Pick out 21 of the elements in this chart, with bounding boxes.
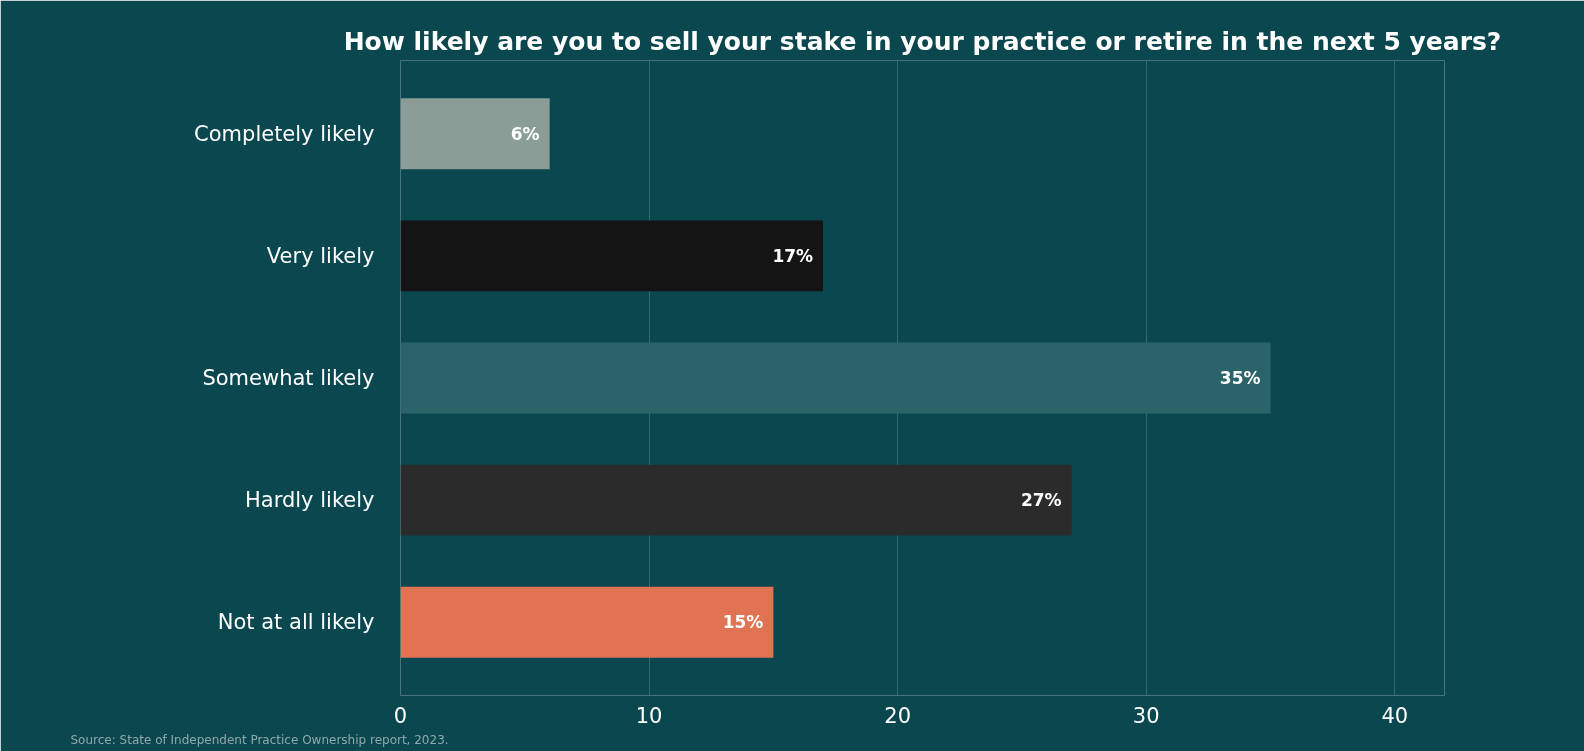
x-tick-label: 30 xyxy=(1132,703,1160,728)
data-label: 17% xyxy=(772,245,814,266)
bar xyxy=(400,464,1072,536)
chart-title: How likely are you to sell your stake in your practice or retire in the next 5 years? xyxy=(343,26,1502,56)
data-label: 35% xyxy=(1219,368,1261,388)
x-tick-label: 20 xyxy=(884,703,912,728)
y-tick-label: Very likely xyxy=(266,243,375,268)
bar xyxy=(400,586,774,658)
x-tick-label: 40 xyxy=(1381,703,1409,728)
y-tick-label: Somewhat likely xyxy=(202,366,375,390)
data-label: 6% xyxy=(510,123,540,144)
source-note: Source: State of Independent Practice Ownership report, 2023. xyxy=(70,732,449,747)
y-tick-label: Completely likely xyxy=(194,121,375,146)
y-tick-label: Not at all likely xyxy=(217,610,375,635)
data-label: 27% xyxy=(1020,490,1062,511)
x-tick-label: 0 xyxy=(393,703,408,728)
bar xyxy=(400,98,550,170)
data-label: 15% xyxy=(722,612,764,633)
bar xyxy=(400,220,824,292)
y-tick-label: Hardly likely xyxy=(245,488,375,513)
x-tick-label: 10 xyxy=(635,703,663,728)
